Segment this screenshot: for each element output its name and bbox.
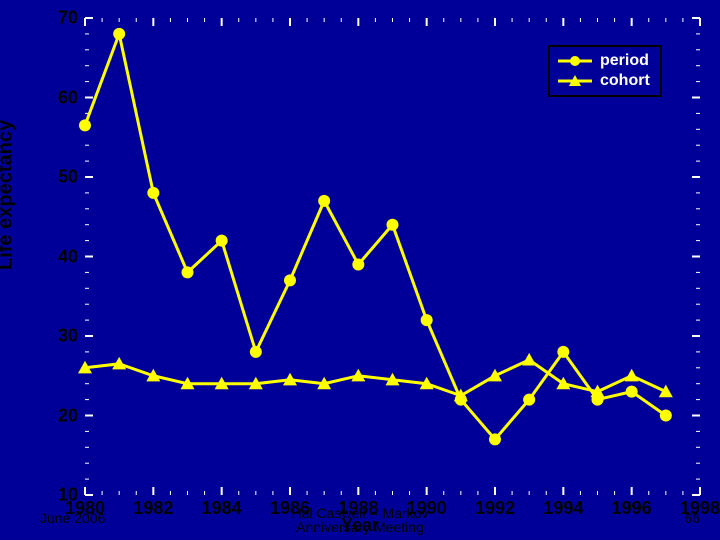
footer-center: Hal Caswell -- Markov Anniversary Meetin… — [292, 506, 429, 534]
legend-swatch — [556, 72, 594, 90]
footer-center-line1: Hal Caswell -- Markov — [292, 506, 429, 520]
legend-swatch — [556, 52, 594, 70]
y-tick-label: 50 — [58, 167, 78, 188]
footer-left: June 2006 — [40, 510, 105, 526]
page-number: 66 — [684, 510, 700, 526]
x-tick-label: 1984 — [202, 498, 242, 519]
legend-row: period — [556, 51, 650, 71]
y-tick-label: 20 — [58, 405, 78, 426]
y-tick-label: 60 — [58, 87, 78, 108]
y-tick-label: 40 — [58, 246, 78, 267]
x-tick-label: 1992 — [475, 498, 515, 519]
legend-row: cohort — [556, 71, 650, 91]
y-tick-label: 70 — [58, 8, 78, 29]
footer-center-line2: Anniversary Meeting — [292, 520, 429, 534]
y-tick-label: 30 — [58, 326, 78, 347]
x-tick-label: 1996 — [612, 498, 652, 519]
x-tick-label: 1982 — [133, 498, 173, 519]
chart-container: Life expectancy Year 10203040506070 1980… — [0, 0, 720, 540]
legend: period cohort — [548, 45, 662, 97]
legend-label: period — [600, 52, 649, 70]
legend-label: cohort — [600, 72, 650, 90]
y-axis-label: Life expectancy — [0, 120, 18, 270]
x-tick-label: 1994 — [543, 498, 583, 519]
